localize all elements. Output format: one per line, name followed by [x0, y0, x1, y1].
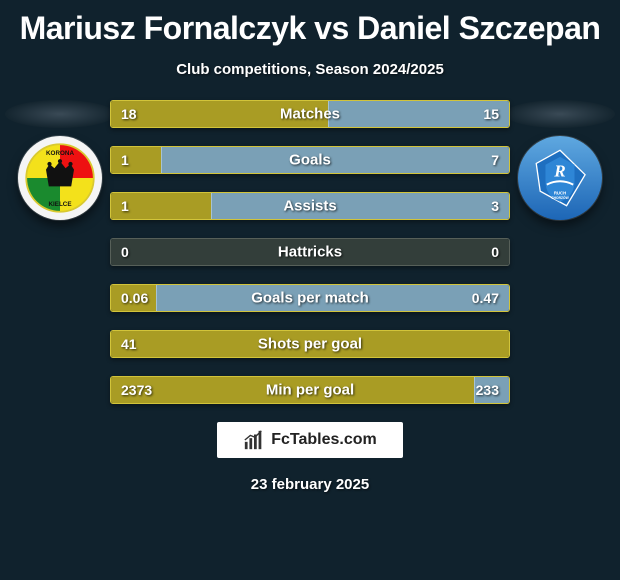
crest-right-club-text: RUCH	[554, 191, 566, 196]
date-text: 23 february 2025	[0, 476, 620, 493]
stat-value-left: 0.06	[121, 290, 148, 306]
stat-value-left: 1	[121, 198, 129, 214]
crest-left-city-text: KIELCE	[48, 201, 71, 208]
stat-value-left: 41	[121, 336, 137, 352]
crest-right-city-text: CHORZÓW	[551, 195, 569, 200]
comparison-arena: KORONA KIELCE R RUCH CHORZÓW 18 15 Matches…	[0, 100, 620, 404]
stat-value-right: 15	[483, 106, 499, 122]
stat-label: Assists	[283, 198, 336, 215]
stat-value-left: 18	[121, 106, 137, 122]
crest-shadow-right	[505, 100, 615, 128]
chart-icon	[243, 429, 265, 451]
stat-value-right: 0.47	[472, 290, 499, 306]
stat-bars-container: 18 15 Matches 1 7 Goals 1 3 Assists 0 0 Hattricks 0.…	[110, 100, 510, 404]
subtitle: Club competitions, Season 2024/2025	[0, 61, 620, 78]
crest-left-club-text: KORONA	[46, 150, 74, 157]
stat-label: Shots per goal	[258, 336, 362, 353]
stat-label: Matches	[280, 106, 340, 123]
stat-bar-right-fill	[211, 193, 510, 219]
stat-value-left: 2373	[121, 382, 152, 398]
stat-label: Goals per match	[251, 290, 369, 307]
stat-value-left: 0	[121, 244, 129, 260]
player-right-crest-wrap: R RUCH CHORZÓW	[500, 100, 620, 220]
fctables-badge: FcTables.com	[217, 422, 403, 458]
stat-bar-left-fill	[111, 147, 161, 173]
stat-bar-row: 18 15 Matches	[110, 100, 510, 128]
stat-bar-row: 41 Shots per goal	[110, 330, 510, 358]
stat-value-right: 3	[491, 198, 499, 214]
stat-label: Goals	[289, 152, 331, 169]
stat-value-right: 7	[491, 152, 499, 168]
page-title: Mariusz Fornalczyk vs Daniel Szczepan	[0, 0, 620, 47]
ruch-chorzow-crest-icon: R RUCH CHORZÓW	[518, 136, 602, 220]
svg-text:R: R	[553, 162, 565, 181]
stat-label: Hattricks	[278, 244, 342, 261]
stat-bar-row: 1 7 Goals	[110, 146, 510, 174]
stat-bar-row: 1 3 Assists	[110, 192, 510, 220]
stat-value-right: 0	[491, 244, 499, 260]
stat-bar-row: 0 0 Hattricks	[110, 238, 510, 266]
stat-bar-right-fill	[328, 101, 509, 127]
stat-value-left: 1	[121, 152, 129, 168]
stat-bar-row: 2373 233 Min per goal	[110, 376, 510, 404]
player-left-crest-wrap: KORONA KIELCE	[0, 100, 120, 220]
stat-label: Min per goal	[266, 382, 354, 399]
footer-brand-text: FcTables.com	[271, 431, 377, 449]
stat-value-right: 233	[476, 382, 499, 398]
stat-bar-row: 0.06 0.47 Goals per match	[110, 284, 510, 312]
stat-bar-right-fill	[161, 147, 509, 173]
crest-shadow-left	[5, 100, 115, 128]
korona-kielce-crest-icon: KORONA KIELCE	[18, 136, 102, 220]
